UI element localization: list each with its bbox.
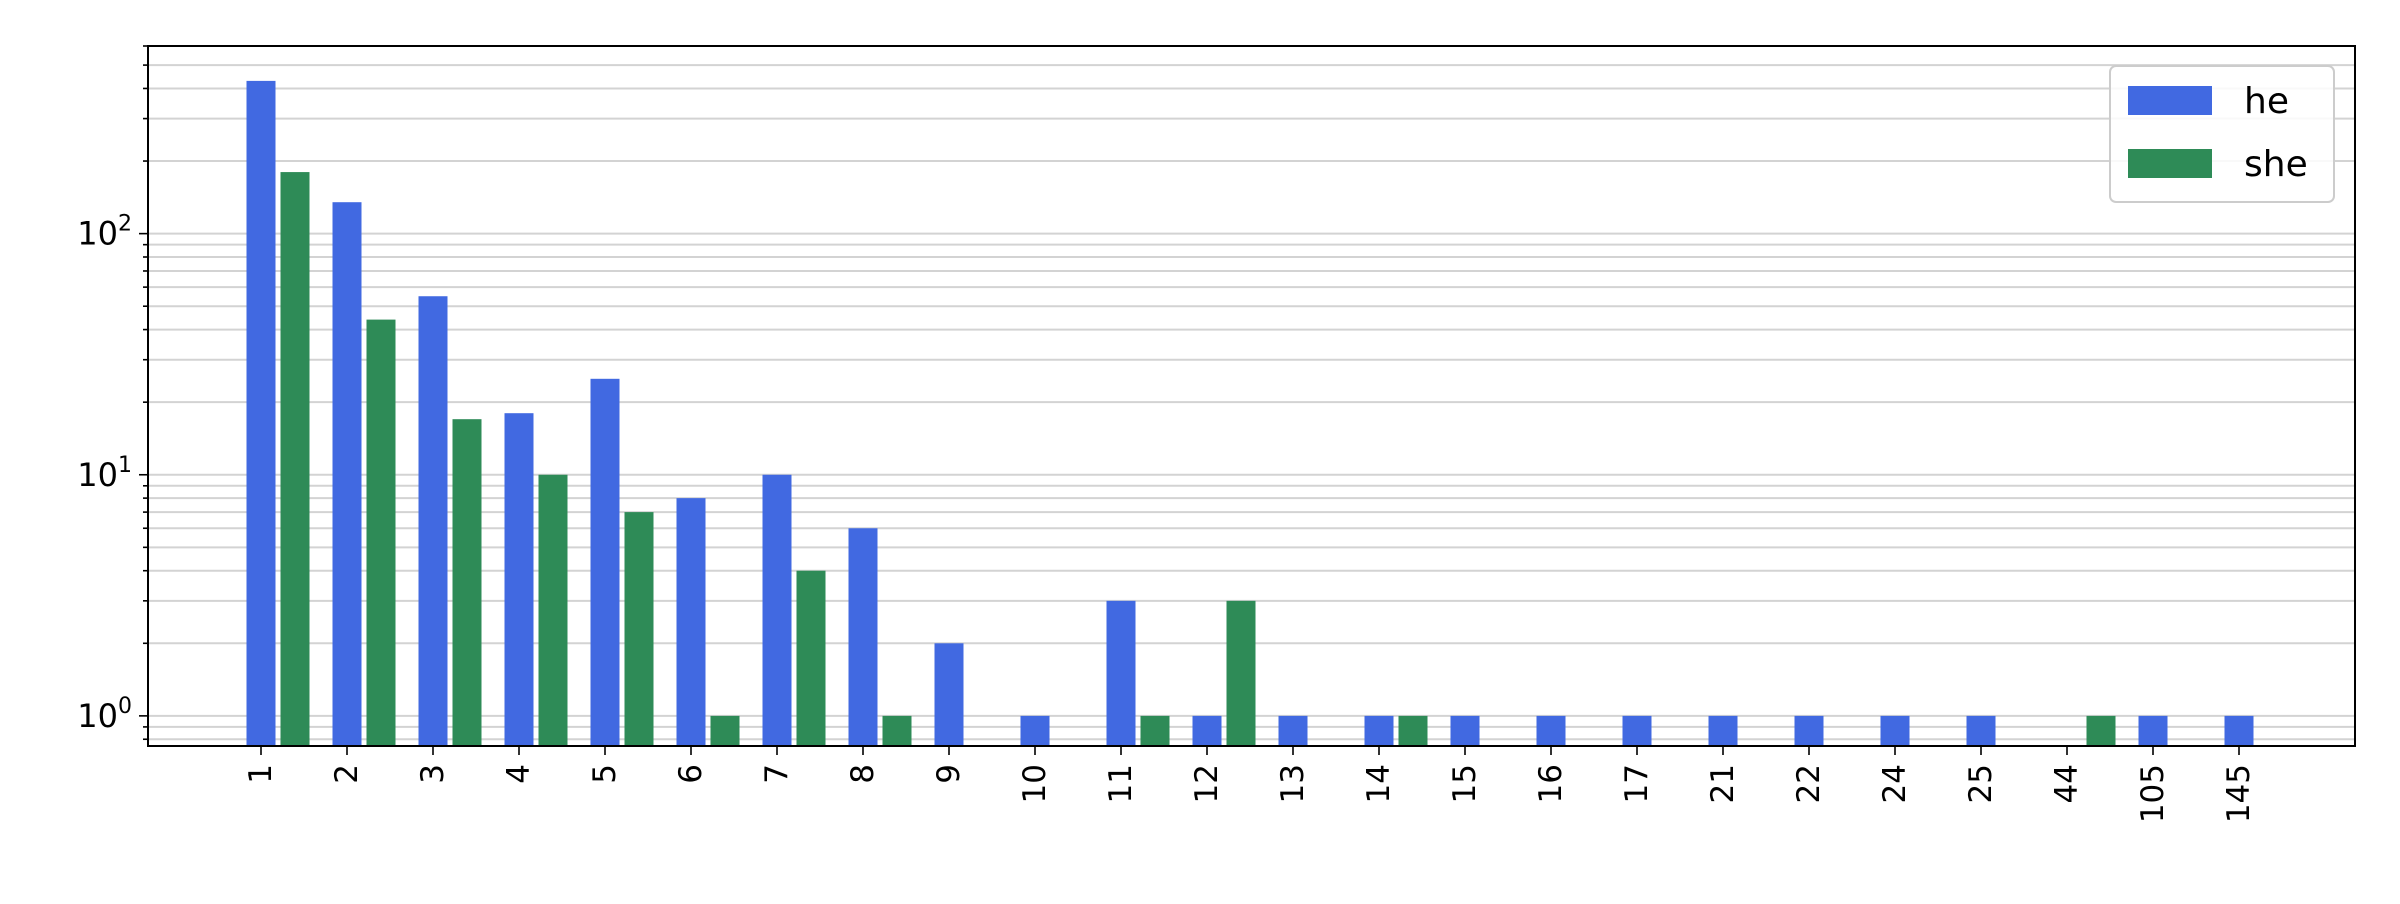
bar-he-6 [676,498,706,746]
legend-swatch-he [2128,86,2212,115]
bar-he-7 [762,474,792,746]
bar-he-13 [1278,715,1308,746]
bar-he-14 [1364,715,1394,746]
bar-he-105 [2138,715,2168,746]
bar-she-44 [2086,715,2116,746]
bar-he-11 [1106,600,1136,746]
bar-she-4 [538,474,568,746]
bar-he-1 [246,80,276,747]
x-tick-label: 9 [931,764,967,784]
bar-she-11 [1140,715,1170,746]
bar-she-7 [796,570,826,746]
bar-he-24 [1880,715,1910,746]
bar-he-3 [418,296,448,746]
x-tick-label: 24 [1877,764,1913,803]
bar-he-15 [1450,715,1480,746]
axes: 1 2 3 4 5 6 7 8 9 10 11 12 13 14 15 16 17 21 22 24 25 44 105 14… [77,45,2356,823]
x-tick-label: 13 [1275,764,1311,803]
bar-he-145 [2224,715,2254,746]
bar-he-22 [1794,715,1824,746]
bar-she-14 [1398,715,1428,746]
y-tick-label: 100 [77,694,132,735]
bar-she-8 [882,715,912,746]
x-tick-label: 145 [2221,764,2257,823]
x-tick-label: 12 [1189,764,1225,803]
bars [246,80,2254,747]
x-tick-label: 2 [329,764,365,784]
x-tick-label: 7 [759,764,795,784]
x-tick-label: 25 [1963,764,1999,803]
x-tick-label: 8 [845,764,881,784]
x-tick-label: 14 [1361,764,1397,803]
x-tick-label: 5 [587,764,623,784]
x-tick-label: 21 [1705,764,1741,803]
bar-he-12 [1192,715,1222,746]
x-tick-label: 4 [501,764,537,784]
legend-label-she: she [2244,144,2308,185]
bar-he-5 [590,378,620,746]
x-tick-label: 3 [415,764,451,784]
legend: he she [2109,65,2335,203]
bar-he-8 [848,528,878,746]
x-tick-label: 22 [1791,764,1827,803]
legend-swatch-she [2128,149,2212,178]
bar-she-12 [1226,600,1256,746]
y-tick-label: 101 [77,453,132,494]
x-tick-label: 11 [1103,764,1139,803]
x-tick-label: 105 [2135,764,2171,823]
x-tick-label: 10 [1017,764,1053,803]
legend-label-he: he [2244,81,2289,122]
plot-frame [147,45,2356,747]
bar-he-9 [934,643,964,746]
bar-he-10 [1020,715,1050,746]
bar-she-5 [624,512,654,746]
bar-she-2 [366,319,396,746]
x-tick-label: 6 [673,764,709,784]
bar-he-16 [1536,715,1566,746]
bar-he-17 [1622,715,1652,746]
bar-he-25 [1966,715,1996,746]
x-tick-label: 15 [1447,764,1483,803]
bar-he-4 [504,413,534,746]
bar-he-2 [332,202,362,746]
x-tick-label: 16 [1533,764,1569,803]
bar-she-3 [452,419,482,746]
bar-she-6 [710,715,740,746]
bar-he-21 [1708,715,1738,746]
x-tick-label: 17 [1619,764,1655,803]
bar-she-1 [280,172,310,747]
x-tick-label: 44 [2049,764,2085,803]
y-tick-label: 102 [77,212,132,253]
x-tick-label: 1 [243,764,279,784]
